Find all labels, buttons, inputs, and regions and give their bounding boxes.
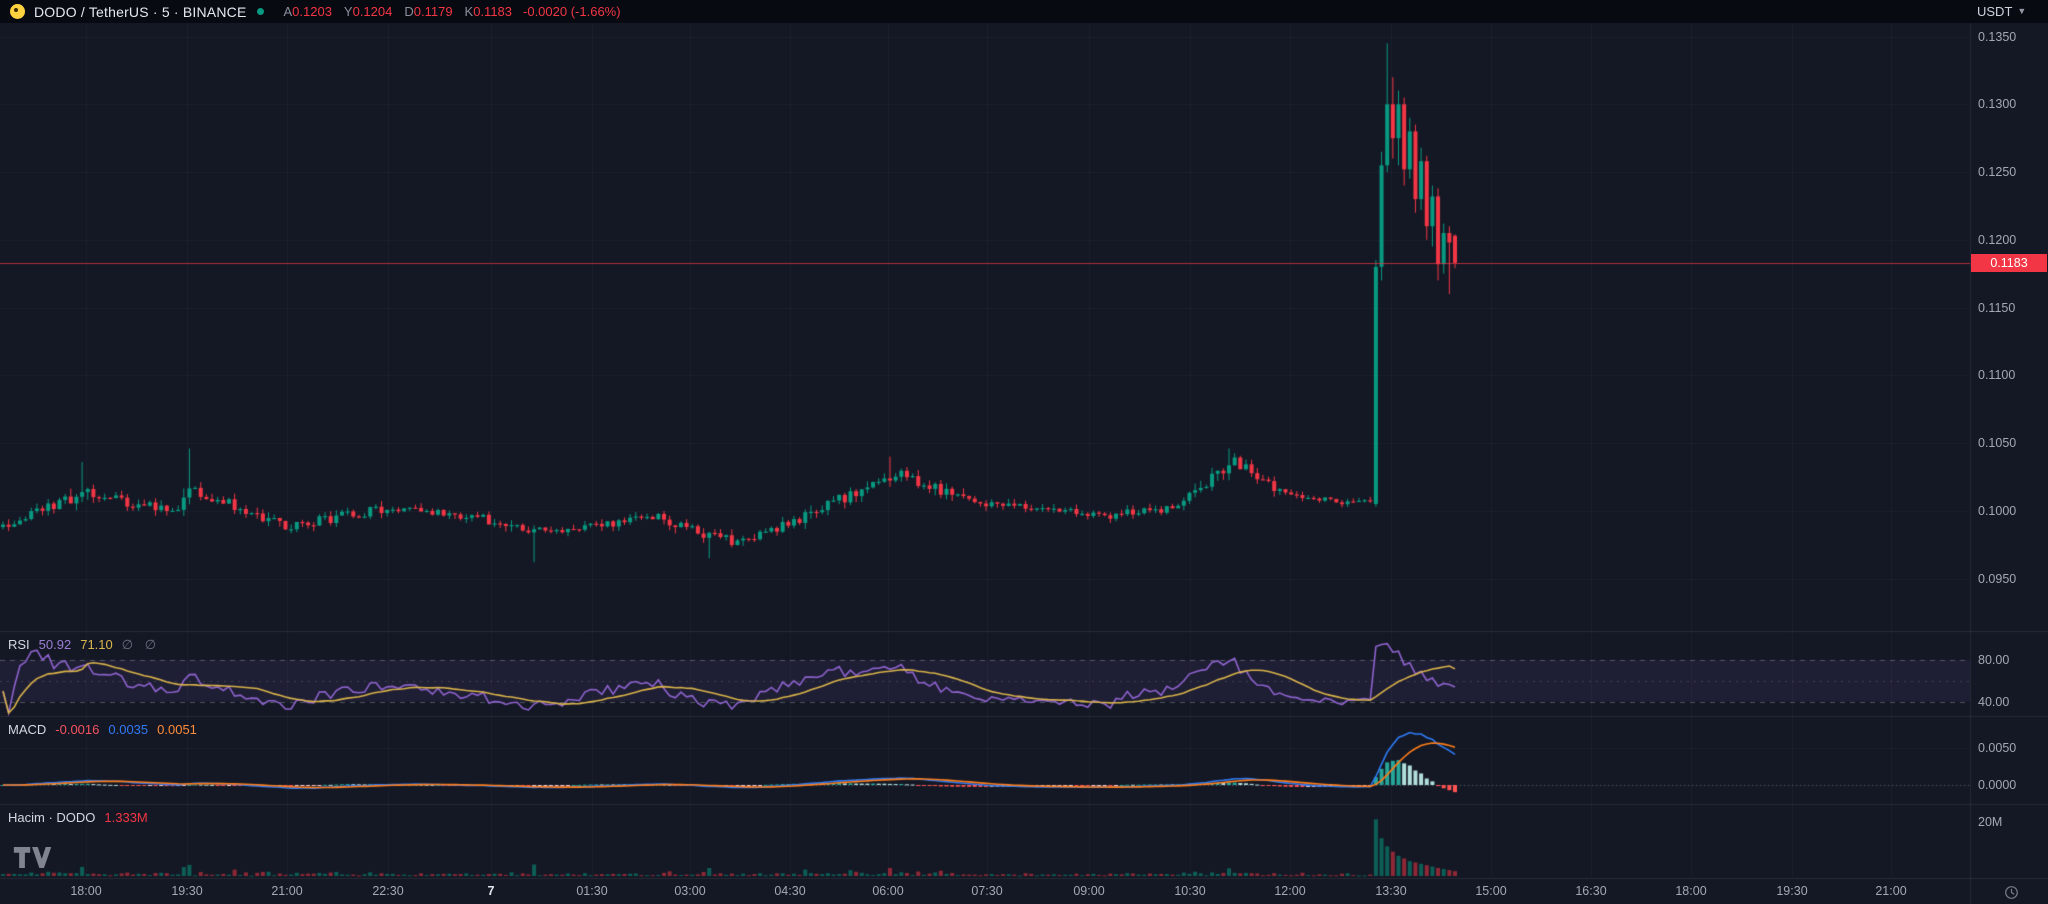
currency-label: USDT <box>1977 4 2013 19</box>
volume-legend: Hacim · DODO 1.333M <box>8 810 148 825</box>
price-axis[interactable] <box>1970 23 2048 878</box>
symbol-logo-icon <box>10 4 25 19</box>
chart-legend-bar: DODO / TetherUS · 5 · BINANCE A0.1203 Y0… <box>0 0 2048 23</box>
macd-legend: MACD -0.0016 0.0035 0.0051 <box>8 722 197 737</box>
rsi-legend: RSI 50.92 71.10 ∅ ∅ <box>8 637 160 653</box>
high-value: Y0.1204 <box>343 4 393 19</box>
rsi-title[interactable]: RSI <box>8 637 30 652</box>
close-value: K0.1183 <box>464 4 513 19</box>
market-status-dot-icon <box>257 8 265 15</box>
rsi-value: 50.92 <box>38 637 72 652</box>
open-value: A0.1203 <box>283 4 332 19</box>
tradingview-logo-icon[interactable] <box>12 846 56 874</box>
rsi-hidden-values: ∅ ∅ <box>121 637 161 652</box>
change-value: -0.0020 (-1.66%) <box>523 4 621 19</box>
currency-selector[interactable]: USDT ▼ <box>1977 0 2026 23</box>
last-price-label: 0.1183 <box>1971 253 2047 272</box>
time-axis[interactable] <box>0 878 1970 904</box>
macd-line-value: 0.0035 <box>108 722 149 737</box>
macd-title[interactable]: MACD <box>8 722 47 737</box>
symbol-title[interactable]: DODO / TetherUS · 5 · BINANCE <box>34 3 247 20</box>
timezone-clock-icon[interactable] <box>2004 885 2019 904</box>
low-value: D0.1179 <box>404 4 453 19</box>
volume-value: 1.333M <box>104 810 148 825</box>
volume-title[interactable]: Hacim · DODO <box>8 810 96 825</box>
macd-signal-value: 0.0051 <box>157 722 197 737</box>
chevron-down-icon: ▼ <box>2017 6 2027 16</box>
ohlc-values: A0.1203 Y0.1204 D0.1179 K0.1183 <box>283 4 512 19</box>
macd-hist-value: -0.0016 <box>55 722 100 737</box>
rsi-ma-value: 71.10 <box>80 637 113 652</box>
